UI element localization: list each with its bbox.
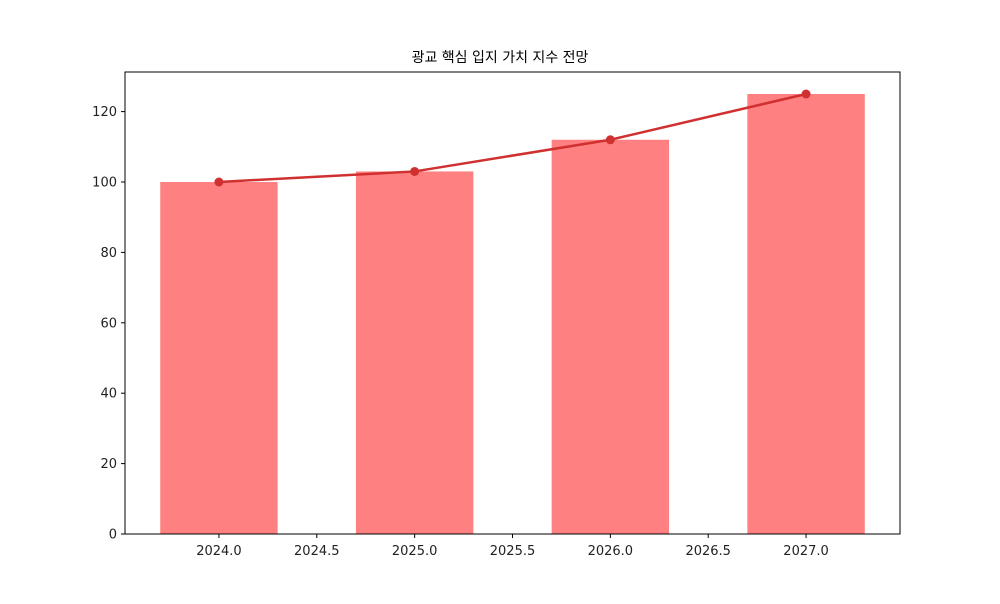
x-tick-label: 2025.0 bbox=[392, 544, 438, 559]
y-tick-label: 0 bbox=[109, 528, 117, 543]
chart-title: 광교 핵심 입지 가치 지수 전망 bbox=[411, 50, 589, 66]
line-marker bbox=[605, 135, 615, 145]
y-tick-label: 100 bbox=[92, 176, 117, 191]
y-tick-label: 120 bbox=[92, 105, 117, 120]
bar bbox=[551, 139, 670, 534]
line-marker bbox=[410, 166, 420, 176]
line-marker bbox=[214, 177, 224, 187]
x-tick-label: 2024.5 bbox=[294, 544, 340, 559]
y-tick-label: 20 bbox=[100, 457, 117, 472]
bar bbox=[160, 182, 278, 534]
line-series bbox=[218, 92, 807, 184]
bar bbox=[747, 94, 865, 534]
x-tick-label: 2024.0 bbox=[196, 544, 242, 559]
x-tick-label: 2026.5 bbox=[685, 544, 731, 559]
y-tick-label: 40 bbox=[100, 387, 117, 402]
bar bbox=[355, 171, 474, 534]
x-tick-label: 2025.5 bbox=[490, 544, 536, 559]
line-marker bbox=[801, 89, 811, 99]
x-tick-label: 2027.0 bbox=[783, 544, 829, 559]
x-tick-label: 2026.0 bbox=[588, 544, 634, 559]
y-tick-label: 80 bbox=[100, 246, 117, 261]
y-tick-label: 60 bbox=[100, 316, 117, 331]
